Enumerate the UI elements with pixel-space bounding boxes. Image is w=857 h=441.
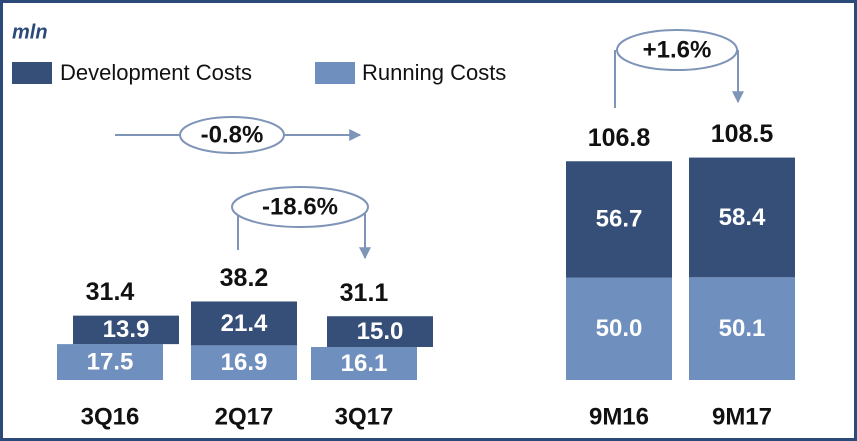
- legend-label: Development Costs: [60, 60, 252, 85]
- annotation-bubble: [231, 186, 369, 228]
- x-tick-label: 9M17: [712, 403, 772, 430]
- annotation: -0.8%: [201, 121, 264, 148]
- value-label: 56.7: [596, 206, 643, 233]
- bar-segment: [566, 277, 672, 380]
- value-label: 58.4: [719, 204, 766, 231]
- value-label: 13.9: [103, 316, 150, 343]
- legend-label: Running Costs: [362, 60, 506, 85]
- annotation: +1.6%: [643, 36, 712, 63]
- bar-segment: [191, 345, 297, 380]
- value-label: 21.4: [221, 310, 268, 337]
- annotation-bubble: [616, 29, 738, 71]
- total-label: 108.5: [711, 120, 774, 148]
- x-tick-label: 3Q16: [81, 403, 140, 430]
- x-tick-label: 3Q17: [335, 403, 394, 430]
- annotation: -18.6%: [262, 193, 338, 220]
- bar-segment: [191, 301, 297, 346]
- bar-segment: [689, 277, 795, 380]
- bar-segment: [327, 316, 433, 347]
- bar-segment: [57, 344, 163, 380]
- bar-segment: [73, 315, 179, 345]
- unit-label: mln: [12, 21, 48, 43]
- value-label: 50.1: [719, 315, 766, 342]
- total-label: 31.1: [340, 279, 389, 307]
- bar-segment: [566, 161, 672, 278]
- value-label: 16.1: [341, 350, 388, 377]
- total-label: 106.8: [588, 124, 651, 152]
- x-tick-label: 2Q17: [215, 403, 274, 430]
- x-tick-label: 9M16: [589, 403, 649, 430]
- value-label: 17.5: [87, 348, 134, 375]
- total-label: 38.2: [220, 264, 269, 292]
- value-label: 15.0: [357, 318, 404, 345]
- value-label: 16.9: [221, 349, 268, 376]
- bar-segment: [311, 346, 417, 380]
- bar-segment: [689, 157, 795, 278]
- value-label: 50.0: [596, 315, 643, 342]
- annotation-bubble: [179, 116, 285, 154]
- legend-swatch: [12, 62, 52, 84]
- legend-swatch: [315, 62, 355, 84]
- total-label: 31.4: [86, 278, 135, 306]
